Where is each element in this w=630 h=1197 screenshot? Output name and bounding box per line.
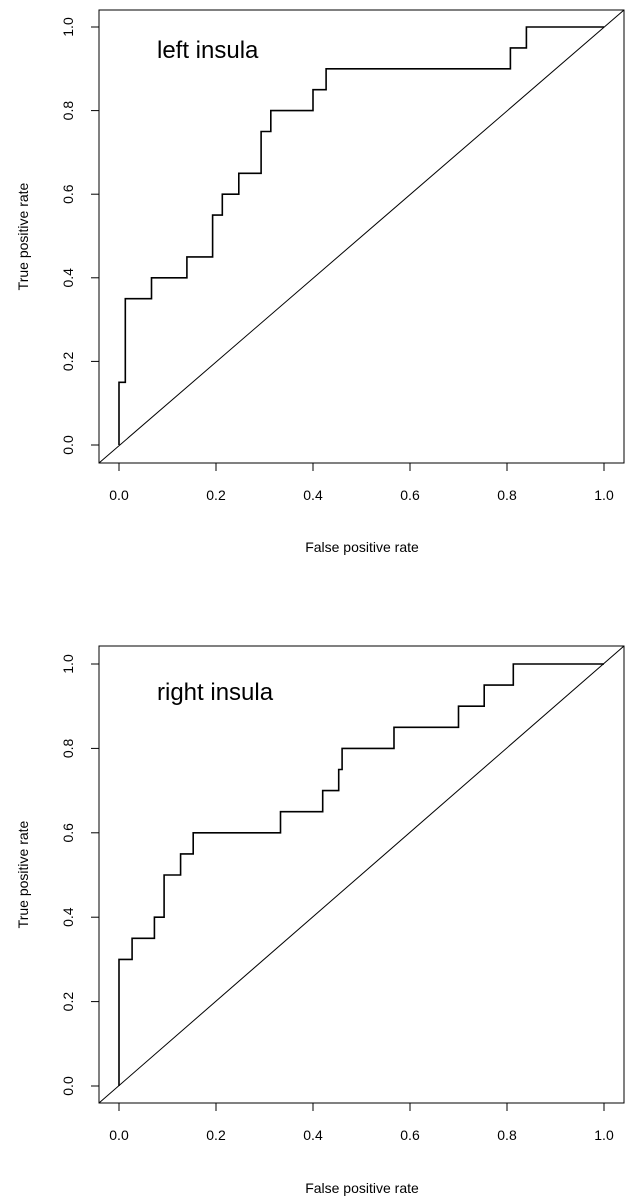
- x-tick-label: 1.0: [594, 487, 614, 503]
- y-tick-label: 0.0: [60, 435, 76, 455]
- panel-title: left insula: [157, 37, 259, 64]
- x-axis-label: False positive rate: [305, 539, 419, 555]
- y-tick-label: 0.4: [60, 907, 76, 927]
- y-tick-label: 0.6: [60, 184, 76, 204]
- y-tick-label: 0.2: [60, 351, 76, 371]
- y-tick-label: 0.6: [60, 823, 76, 843]
- chance-diagonal-line: [98, 9, 625, 464]
- x-axis-label: False positive rate: [305, 1180, 419, 1196]
- x-tick-label: 0.6: [400, 487, 420, 503]
- y-tick-label: 0.8: [60, 738, 76, 758]
- x-tick-label: 0.0: [109, 487, 129, 503]
- panel-title: right insula: [157, 679, 274, 706]
- y-tick-label: 0.8: [60, 101, 76, 121]
- x-tick-label: 0.2: [206, 1127, 226, 1143]
- roc-curve-line: [118, 663, 604, 1086]
- roc-panel-1: 0.0 0.2 0.4 0.6 0.8 1.0 0.0 0.2 0.4 0.6 0.8 1.0 Fals…: [15, 9, 625, 555]
- y-tick-label: 1.0: [60, 654, 76, 674]
- chance-diagonal-line: [98, 645, 625, 1104]
- x-tick-label: 0.4: [303, 1127, 323, 1143]
- y-tick-label: 1.0: [60, 17, 76, 37]
- y-tick-label: 0.4: [60, 268, 76, 288]
- x-tick-label: 0.8: [497, 487, 517, 503]
- x-tick-label: 0.4: [303, 487, 323, 503]
- plot-frame: [98, 9, 625, 464]
- y-tick-label: 0.2: [60, 992, 76, 1012]
- x-tick-label: 0.2: [206, 487, 226, 503]
- x-tick-label: 1.0: [594, 1127, 614, 1143]
- y-axis-label: True positive rate: [15, 820, 31, 928]
- y-axis-label: True positive rate: [15, 182, 31, 290]
- x-tick-label: 0.6: [400, 1127, 420, 1143]
- roc-panel-2: 0.0 0.2 0.4 0.6 0.8 1.0 0.0 0.2 0.4 0.6 0.8 1.0 Fals…: [15, 645, 625, 1196]
- roc-curve-line: [118, 26, 604, 445]
- y-tick-label: 0.0: [60, 1076, 76, 1096]
- x-tick-label: 0.0: [109, 1127, 129, 1143]
- plot-frame: [98, 645, 625, 1104]
- x-tick-label: 0.8: [497, 1127, 517, 1143]
